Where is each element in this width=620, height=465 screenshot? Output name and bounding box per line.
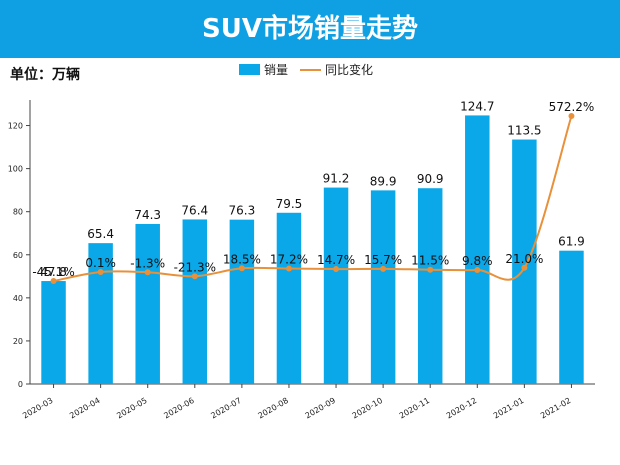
x-tick-label: 2020-10 bbox=[351, 396, 384, 421]
x-tick-label: 2020-04 bbox=[68, 396, 101, 421]
yoy-point-2020-06 bbox=[191, 273, 198, 280]
y-tick-label: 100 bbox=[8, 165, 23, 174]
yoy-value-label: 572.2% bbox=[549, 100, 595, 114]
bar-value-label: 47.8 bbox=[40, 265, 67, 279]
bar-value-label: 76.3 bbox=[229, 204, 256, 218]
bar-2020-11 bbox=[417, 188, 443, 384]
bar-2020-07 bbox=[229, 219, 255, 384]
yoy-value-label: 9.8% bbox=[462, 254, 493, 268]
y-tick-label: 20 bbox=[13, 337, 23, 346]
yoy-value-label: -21.3% bbox=[174, 260, 216, 274]
yoy-value-label: 21.0% bbox=[505, 252, 543, 266]
yoy-point-2020-10 bbox=[380, 265, 387, 272]
x-tick-label: 2021-02 bbox=[539, 396, 572, 421]
bar-2020-03 bbox=[41, 281, 66, 384]
yoy-point-2020-12 bbox=[474, 267, 481, 274]
x-tick-label: 2020-06 bbox=[162, 396, 195, 421]
y-tick-label: 80 bbox=[13, 208, 23, 217]
yoy-value-label: 0.1% bbox=[85, 256, 116, 270]
bar-value-label: 124.7 bbox=[460, 99, 494, 113]
x-tick-label: 2020-09 bbox=[304, 396, 337, 421]
yoy-point-2020-11 bbox=[427, 266, 434, 273]
yoy-value-label: 18.5% bbox=[223, 252, 261, 266]
legend-label-sales: 销量 bbox=[264, 63, 288, 77]
y-tick-label: 0 bbox=[18, 380, 23, 389]
bar-value-label: 90.9 bbox=[417, 172, 444, 186]
x-tick-label: 2020-11 bbox=[398, 396, 431, 421]
x-tick-label: 2020-08 bbox=[257, 396, 290, 421]
yoy-value-label: -1.3% bbox=[130, 256, 165, 270]
y-tick-label: 120 bbox=[8, 122, 23, 131]
yoy-point-2020-05 bbox=[144, 269, 151, 276]
title-banner bbox=[0, 0, 620, 58]
yoy-point-2021-02 bbox=[568, 113, 575, 119]
yoy-value-label: 17.2% bbox=[270, 253, 308, 267]
bar-2020-10 bbox=[370, 190, 396, 384]
bar-2020-12 bbox=[465, 115, 490, 385]
bar-2020-08 bbox=[276, 212, 302, 384]
yoy-value-label: -45.1% bbox=[32, 265, 74, 279]
bar-value-label: 74.3 bbox=[134, 208, 161, 222]
y-tick-label: 60 bbox=[13, 251, 23, 260]
bar-value-label: 91.2 bbox=[323, 172, 350, 186]
bar-2021-01 bbox=[512, 139, 537, 384]
unit-label: 单位：万辆 bbox=[10, 67, 80, 83]
x-tick-label: 2020-12 bbox=[445, 396, 478, 421]
bar-value-label: 89.9 bbox=[370, 174, 397, 188]
bar-2021-02 bbox=[559, 250, 584, 384]
yoy-point-2021-01 bbox=[521, 264, 528, 271]
bar-value-label: 61.9 bbox=[558, 235, 585, 249]
yoy-value-label: 14.7% bbox=[317, 253, 355, 267]
x-tick-label: 2020-07 bbox=[209, 396, 242, 421]
x-tick-label: 2020-05 bbox=[115, 396, 148, 421]
bar-value-label: 113.5 bbox=[507, 124, 541, 138]
yoy-point-2020-03 bbox=[50, 278, 57, 285]
yoy-value-label: 11.5% bbox=[411, 254, 449, 268]
bar-2020-06 bbox=[182, 219, 208, 384]
legend-swatch-sales bbox=[239, 64, 260, 75]
yoy-point-2020-04 bbox=[97, 268, 104, 275]
yoy-point-2020-09 bbox=[333, 266, 340, 273]
page-title: SUV市场销量走势 bbox=[202, 14, 418, 44]
yoy-point-2020-07 bbox=[238, 265, 245, 272]
bar-2020-04 bbox=[88, 243, 113, 384]
x-tick-label: 2020-03 bbox=[21, 396, 54, 421]
x-tick-label: 2021-01 bbox=[492, 396, 525, 421]
bar-2020-09 bbox=[323, 187, 349, 384]
legend-label-yoy: 同比变化 bbox=[325, 62, 373, 77]
bar-2020-05 bbox=[135, 223, 160, 384]
bar-value-label: 65.4 bbox=[87, 227, 114, 241]
bar-value-label: 76.4 bbox=[181, 203, 208, 217]
bar-value-label: 79.5 bbox=[276, 197, 303, 211]
y-tick-label: 40 bbox=[13, 294, 23, 303]
yoy-value-label: 15.7% bbox=[364, 253, 402, 267]
yoy-point-2020-08 bbox=[285, 265, 292, 272]
